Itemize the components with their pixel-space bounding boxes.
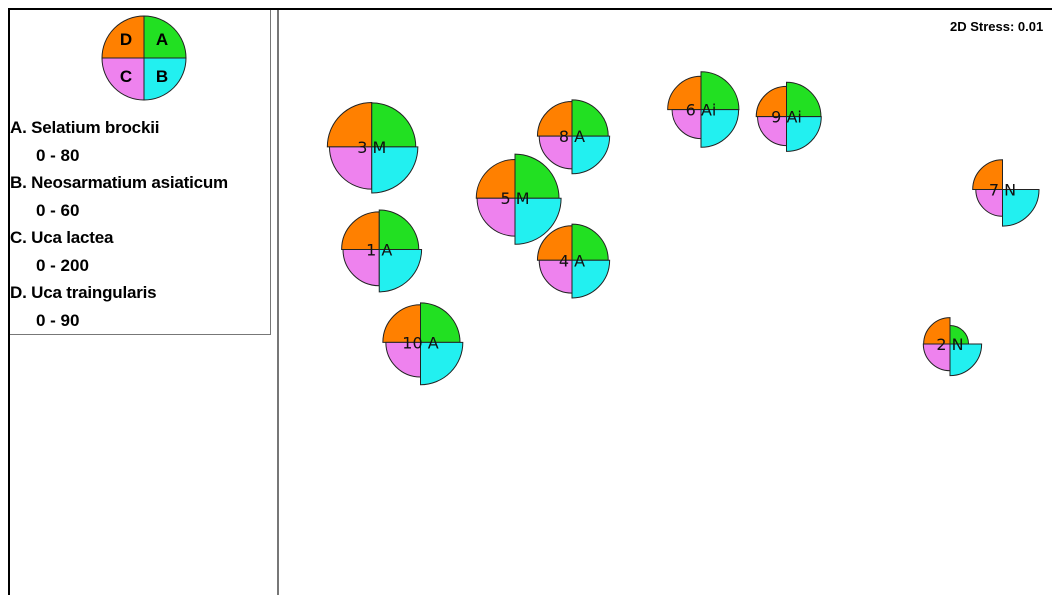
point-10a-segment-c <box>385 341 421 378</box>
point-8a-segment-d <box>536 101 573 137</box>
point-4a-segment-c <box>538 259 573 294</box>
point-1a-label: 1 A <box>366 241 392 260</box>
point-6ai-segment-a <box>700 71 740 111</box>
stress-label: 2D Stress: 0.01 <box>950 19 1044 34</box>
point-7n-glyph: 7 N <box>972 159 1040 227</box>
point-10a-segment-a <box>420 302 461 343</box>
point-8a-segment-b <box>571 135 611 175</box>
point-4a-segment-d <box>536 225 573 261</box>
legend-pie-letter-a: A <box>156 30 168 49</box>
legend-pie-segment-c <box>101 57 145 101</box>
point-2n-label: 2 N <box>936 335 963 354</box>
legend-entry-d: D. Uca traingularis <box>10 283 157 302</box>
point-1a-segment-a <box>378 209 420 250</box>
point-1a-segment-b <box>378 249 423 293</box>
point-2n-segment-c <box>922 343 951 372</box>
point-6ai-label: 6 Ai <box>686 101 717 120</box>
legend-key-pie: D A C B <box>101 15 187 101</box>
legend-entry-a: A. Selatium brockii <box>10 118 160 137</box>
point-5m-glyph: 5 M <box>475 153 562 245</box>
legend-entry-b: B. Neosarmatium asiaticum <box>10 173 228 192</box>
point-9ai-segment-d <box>755 85 787 118</box>
legend-divider <box>277 10 279 595</box>
legend-pie-letter-c: C <box>120 67 132 86</box>
point-2n-segment-a <box>949 324 970 345</box>
point-4a-segment-b <box>571 259 611 299</box>
point-7n-segment-c <box>975 189 1003 217</box>
point-10a-glyph: 10 A <box>382 302 464 386</box>
point-7n-segment-b <box>1002 189 1040 227</box>
point-3m-segment-b <box>371 146 419 194</box>
point-10a-label: 10 A <box>402 333 438 352</box>
point-8a-label: 8 A <box>559 127 585 146</box>
point-8a-segment-a <box>571 99 609 137</box>
point-6ai-glyph: 6 Ai <box>667 71 740 148</box>
point-1a-segment-d <box>341 211 380 250</box>
point-3m-label: 3 M <box>357 138 386 157</box>
point-4a-label: 4 A <box>559 251 585 270</box>
legend-range-a: 0 - 80 <box>36 146 80 165</box>
point-3m-segment-a <box>371 102 417 148</box>
legend-pie-letter-b: B <box>156 67 168 86</box>
point-10a-segment-d <box>382 304 421 343</box>
point-3m-segment-c <box>328 146 373 190</box>
point-6ai-segment-b <box>700 109 740 148</box>
point-2n-segment-b <box>949 343 983 377</box>
legend-entry-c: C. Uca lactea <box>10 228 114 247</box>
legend-pie-letter-d: D <box>120 30 132 49</box>
point-5m-label: 5 M <box>500 189 529 208</box>
point-8a-segment-c <box>538 135 573 170</box>
point-7n-label: 7 N <box>989 181 1016 200</box>
legend-range-c: 0 - 200 <box>36 256 89 275</box>
legend-range-b: 0 - 60 <box>36 201 80 220</box>
point-5m-segment-a <box>514 153 560 199</box>
legend-range-d: 0 - 90 <box>36 311 80 330</box>
point-9ai-glyph: 9 Ai <box>755 81 822 152</box>
point-1a-glyph: 1 A <box>341 209 423 293</box>
legend-pie-segment-b <box>143 57 187 101</box>
point-9ai-label: 9 Ai <box>771 108 802 127</box>
point-4a-segment-a <box>571 223 609 261</box>
point-6ai-segment-d <box>667 75 702 111</box>
point-7n-segment-d <box>972 159 1003 191</box>
point-2n-glyph: 2 N <box>922 317 983 377</box>
point-3m-segment-d <box>326 101 373 148</box>
plot-frame <box>8 8 1052 595</box>
point-6ai-segment-c <box>671 109 702 140</box>
point-5m-segment-d <box>475 158 516 199</box>
point-5m-segment-b <box>514 197 562 245</box>
point-9ai-segment-c <box>757 116 787 147</box>
point-4a-glyph: 4 A <box>536 223 611 299</box>
point-9ai-segment-b <box>786 116 822 152</box>
point-2n-segment-d <box>923 317 951 345</box>
point-5m-segment-c <box>476 197 516 237</box>
legend-pie-segment-d <box>101 15 145 59</box>
legend-pie-segment-a <box>143 15 187 59</box>
point-1a-segment-c <box>342 249 380 287</box>
legend-panel: D A C B A. Selatium brockii 0 - 80 B. Neosa… <box>10 10 271 335</box>
point-10a-segment-b <box>420 341 464 386</box>
point-3m-glyph: 3 M <box>326 101 419 194</box>
point-8a-glyph: 8 A <box>536 99 611 175</box>
point-9ai-segment-a <box>786 81 822 118</box>
